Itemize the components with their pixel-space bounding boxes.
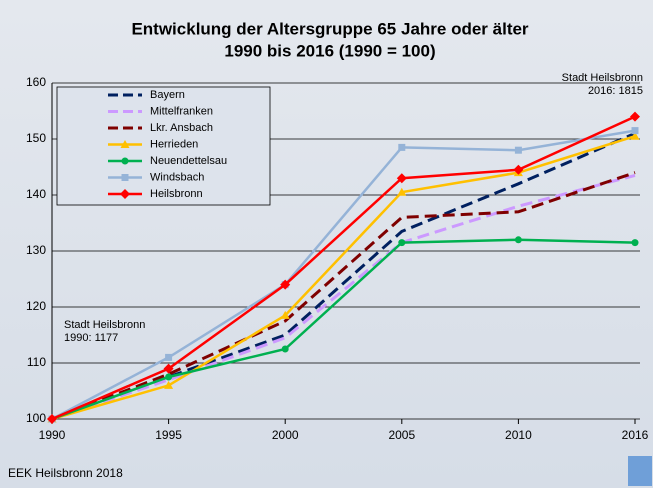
- y-tick-label: 130: [26, 243, 46, 257]
- data-point: [631, 127, 639, 135]
- data-point: [631, 239, 639, 247]
- data-point: [514, 236, 522, 244]
- data-point: [397, 187, 407, 196]
- annotation: Stadt Heilsbronn: [64, 319, 145, 331]
- x-tick-label: 2005: [388, 428, 415, 442]
- x-tick-label: 2010: [505, 428, 532, 442]
- data-point: [396, 173, 407, 184]
- x-tick-label: 1990: [39, 428, 66, 442]
- legend-label: Heilsbronn: [150, 188, 203, 200]
- data-point: [630, 131, 640, 140]
- data-point: [630, 111, 640, 122]
- annotation: Stadt Heilsbronn: [562, 72, 643, 84]
- series-line: [51, 129, 636, 421]
- x-tick-label: 2000: [272, 428, 299, 442]
- logo: [628, 456, 652, 486]
- annotation: 1990: 1177: [64, 332, 118, 344]
- legend-marker: [121, 157, 129, 165]
- y-tick-label: 120: [26, 299, 46, 313]
- series-line: [51, 132, 636, 421]
- legend-marker: [120, 189, 130, 199]
- legend-label: Herrieden: [150, 138, 198, 150]
- data-point: [281, 345, 289, 353]
- series-line: [51, 171, 636, 421]
- series-line: [51, 238, 636, 421]
- data-point: [280, 310, 290, 319]
- legend-label: Windsbach: [150, 171, 204, 183]
- data-point: [47, 414, 57, 424]
- y-tick-label: 100: [26, 411, 46, 425]
- chart-title: Entwicklung der Altersgruppe 65 Jahre od…: [131, 19, 528, 38]
- series-line: [51, 115, 636, 421]
- data-point: [280, 279, 291, 290]
- source: EEK Heilsbronn 2018: [8, 466, 123, 480]
- legend-label: Mittelfranken: [150, 105, 213, 117]
- legend-box: [56, 86, 271, 206]
- annotation: 2016: 1815: [588, 85, 643, 97]
- legend-label: Lkr. Ansbach: [150, 122, 213, 134]
- legend-marker: [120, 140, 130, 148]
- data-point: [398, 143, 406, 151]
- chart-title: 1990 bis 2016 (1990 = 100): [224, 41, 435, 60]
- x-tick-label: 1995: [155, 428, 182, 442]
- legend-label: Neuendettelsau: [150, 155, 227, 167]
- data-point: [164, 380, 174, 389]
- series-line: [51, 135, 636, 421]
- legend-label: Bayern: [150, 89, 185, 101]
- data-point: [163, 363, 174, 374]
- y-tick-label: 150: [26, 131, 46, 145]
- legend-marker: [121, 174, 129, 181]
- y-tick-label: 140: [26, 187, 46, 201]
- x-tick-label: 2016: [622, 428, 649, 442]
- data-point: [398, 239, 406, 247]
- data-point: [165, 373, 173, 381]
- data-point: [514, 146, 522, 154]
- data-point: [165, 353, 173, 361]
- y-tick-label: 160: [26, 75, 46, 89]
- data-point: [513, 164, 524, 175]
- y-tick-label: 110: [27, 355, 46, 369]
